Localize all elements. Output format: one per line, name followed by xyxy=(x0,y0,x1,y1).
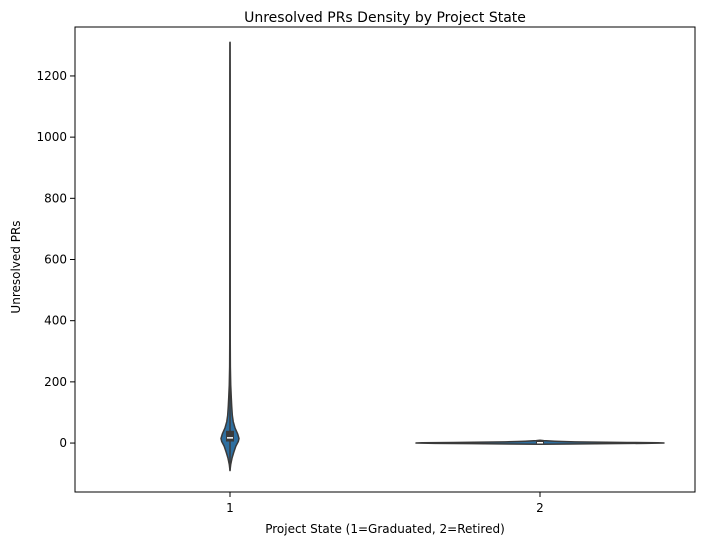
y-tick-label: 1000 xyxy=(36,130,67,144)
y-tick-label: 800 xyxy=(44,191,67,205)
y-tick-label: 600 xyxy=(44,253,67,267)
violin-iqr-box-2 xyxy=(536,440,544,444)
x-tick-label: 1 xyxy=(226,501,234,515)
violin-iqr-box-1 xyxy=(226,430,234,442)
x-tick-label: 2 xyxy=(536,501,544,515)
x-axis-label: Project State (1=Graduated, 2=Retired) xyxy=(265,522,505,536)
y-tick-label: 0 xyxy=(59,436,67,450)
y-tick-label: 1200 xyxy=(36,69,67,83)
plot-area: 0 200 400 600 800 1000 1200 1 2 xyxy=(36,41,665,515)
y-axis-label: Unresolved PRs xyxy=(9,220,23,313)
plot-frame xyxy=(74,26,696,493)
y-tick-label: 200 xyxy=(44,375,67,389)
chart-title: Unresolved PRs Density by Project State xyxy=(244,10,526,26)
y-tick-label: 400 xyxy=(44,314,67,328)
